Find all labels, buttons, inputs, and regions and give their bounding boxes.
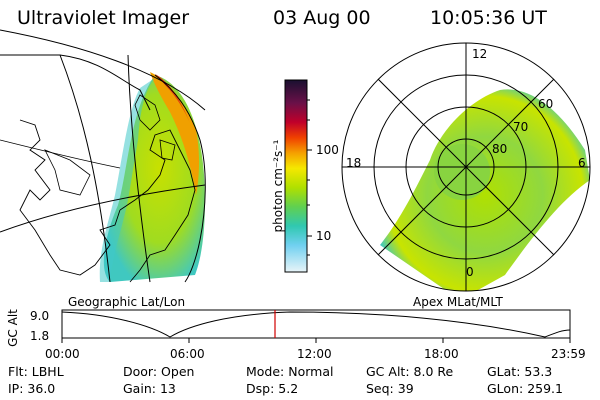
lat-label-80: 80 bbox=[492, 142, 508, 156]
mlt-label-12: 12 bbox=[472, 47, 488, 61]
app-title: Ultraviolet Imager bbox=[17, 7, 190, 29]
info-dsp: Dsp: 5.2 bbox=[246, 381, 299, 396]
info-mode: Mode: Normal bbox=[246, 364, 334, 379]
time-label: 10:05:36 UT bbox=[430, 7, 547, 29]
timeline-x-tick-1200: 12:00 bbox=[297, 347, 332, 361]
colorbar bbox=[284, 79, 312, 273]
colorbar-tick-10: 10 bbox=[316, 229, 332, 243]
colorbar-tick-100: 100 bbox=[316, 143, 339, 157]
info-door: Door: Open bbox=[123, 364, 195, 379]
lat-label-70: 70 bbox=[513, 120, 529, 134]
colorbar-unit-label: photon cm⁻²s⁻¹ bbox=[271, 139, 285, 233]
timeline-x-tick-2359: 23:59 bbox=[551, 347, 586, 361]
info-ip: IP: 36.0 bbox=[8, 381, 56, 396]
info-glon: GLon: 259.1 bbox=[487, 381, 563, 396]
timeline-y-tick-top: 9.0 bbox=[30, 309, 50, 323]
timeline-x-tick-1800: 18:00 bbox=[424, 347, 459, 361]
date-label: 03 Aug 00 bbox=[273, 7, 371, 29]
geographic-map bbox=[0, 29, 206, 283]
mlt-label-18: 18 bbox=[346, 156, 362, 170]
left-map-label: Geographic Lat/Lon bbox=[68, 295, 186, 309]
mlt-label-6: 6 bbox=[578, 156, 586, 170]
info-flt: Flt: LBHL bbox=[8, 364, 64, 379]
info-seq: Seq: 39 bbox=[366, 381, 414, 396]
altitude-timeline bbox=[61, 309, 571, 343]
info-gain: Gain: 13 bbox=[123, 381, 176, 396]
lat-label-60: 60 bbox=[538, 97, 554, 111]
timeline-axis-label: GC Alt bbox=[6, 309, 20, 347]
info-glat: GLat: 53.3 bbox=[487, 364, 553, 379]
right-map-label: Apex MLat/MLT bbox=[413, 295, 503, 309]
polar-map bbox=[341, 42, 591, 292]
timeline-x-tick-0000: 00:00 bbox=[45, 347, 80, 361]
mlt-label-0: 0 bbox=[466, 265, 474, 279]
timeline-x-tick-0600: 06:00 bbox=[170, 347, 205, 361]
timeline-y-tick-bottom: 1.8 bbox=[30, 329, 50, 343]
info-gc-alt: GC Alt: 8.0 Re bbox=[366, 364, 454, 379]
